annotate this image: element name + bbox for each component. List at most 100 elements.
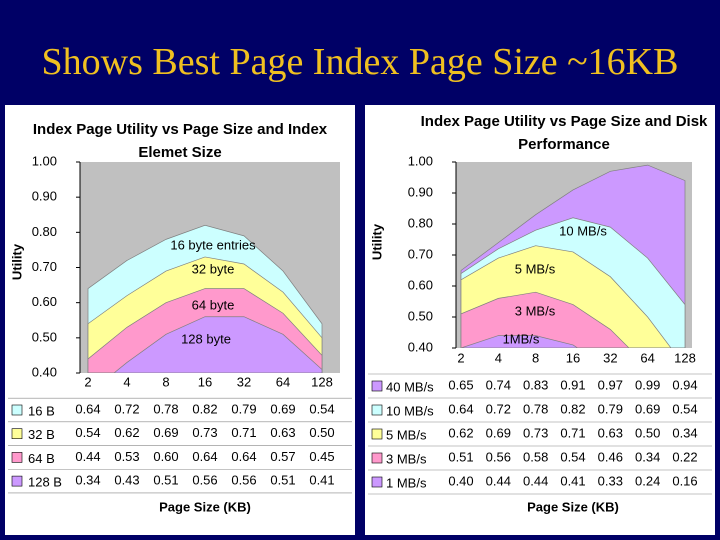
table-value: 0.65: [448, 377, 473, 392]
table-value: 0.57: [270, 449, 295, 464]
legend-key: [371, 476, 383, 488]
table-value: 0.54: [75, 425, 100, 440]
table-value: 0.44: [75, 449, 100, 464]
annotation: 128 byte: [181, 331, 231, 346]
x-tick-label: 16: [198, 374, 212, 389]
legend-key: [371, 380, 383, 392]
table-value: 0.56: [231, 473, 256, 488]
chart-title: Index Page Utility vs Page Size and Disk…: [420, 113, 708, 153]
table-value: 0.63: [598, 425, 623, 440]
area: [87, 316, 323, 373]
table-value: 0.60: [153, 449, 178, 464]
x-tick-label: 4: [123, 374, 130, 389]
table-value: 0.82: [192, 401, 217, 416]
table-value: 0.56: [192, 473, 217, 488]
table-value: 0.94: [672, 377, 697, 392]
table-value: 0.64: [75, 401, 100, 416]
table-value: 0.71: [560, 425, 585, 440]
table-value: 0.34: [75, 473, 100, 488]
annotation: 10 MB/s: [559, 223, 607, 238]
x-tick-label: 128: [311, 374, 333, 389]
annotation: 3 MB/s: [515, 303, 556, 318]
legend-key: [11, 475, 23, 487]
legend-label: 16 B: [28, 403, 55, 418]
legend-key: [371, 404, 383, 416]
x-tick-label: 32: [603, 350, 617, 365]
table-value: 0.51: [270, 473, 295, 488]
x-tick-label: 16: [566, 350, 580, 365]
y-tick-label: 0.90: [32, 189, 57, 204]
table-value: 0.41: [560, 473, 585, 488]
table-value: 0.44: [523, 473, 548, 488]
y-axis-label: Utility: [9, 243, 24, 280]
legend-label: 10 MB/s: [386, 403, 434, 418]
table-value: 0.22: [672, 449, 697, 464]
table-value: 0.51: [153, 473, 178, 488]
table-value: 0.91: [560, 377, 585, 392]
legend-key: [11, 428, 23, 440]
x-tick-label: 4: [495, 350, 502, 365]
x-axis-label: Page Size (KB): [159, 499, 251, 514]
y-tick-label: 1.00: [32, 153, 57, 168]
table-value: 0.72: [114, 401, 139, 416]
table-value: 0.69: [153, 425, 178, 440]
table-value: 0.78: [153, 401, 178, 416]
x-tick-label: 64: [640, 350, 654, 365]
legend-label: 40 MB/s: [386, 379, 434, 394]
table-value: 0.62: [448, 425, 473, 440]
table-value: 0.79: [598, 401, 623, 416]
table-value: 0.62: [114, 425, 139, 440]
x-axis-label: Page Size (KB): [527, 499, 619, 514]
table-value: 0.46: [598, 449, 623, 464]
plot-series: [460, 164, 686, 348]
annotation: 5 MB/s: [515, 261, 556, 276]
table-value: 0.69: [635, 401, 660, 416]
x-tick-label: 64: [276, 374, 290, 389]
y-tick-label: 0.50: [32, 329, 57, 344]
legend-label: 3 MB/s: [386, 451, 427, 466]
legend-label: 1 MB/s: [386, 475, 427, 490]
table-value: 0.79: [231, 401, 256, 416]
legend-label: 32 B: [28, 427, 55, 442]
table-value: 0.50: [635, 425, 660, 440]
table-value: 0.83: [523, 377, 548, 392]
table-value: 0.43: [114, 473, 139, 488]
x-tick-label: 8: [532, 350, 539, 365]
chart-title: Index Page Utility vs Page Size and Inde…: [32, 121, 328, 161]
table-value: 0.16: [672, 473, 697, 488]
legend-key: [371, 428, 383, 440]
annotation: 64 byte: [192, 297, 235, 312]
annotation: 16 byte entries: [170, 237, 256, 252]
table-value: 0.73: [523, 425, 548, 440]
table-value: 0.44: [486, 473, 511, 488]
y-axis-label: Utility: [369, 223, 384, 260]
table-value: 0.58: [523, 449, 548, 464]
x-tick-label: 2: [457, 350, 464, 365]
legend-label: 64 B: [28, 451, 55, 466]
table-value: 0.34: [672, 425, 697, 440]
table-value: 0.54: [560, 449, 585, 464]
x-tick-label: 8: [162, 374, 169, 389]
table-value: 0.40: [448, 473, 473, 488]
area: [460, 291, 686, 348]
plot-series: [87, 224, 323, 373]
table-value: 0.24: [635, 473, 660, 488]
legend-label: 128 B: [28, 475, 62, 490]
x-tick-label: 2: [84, 374, 91, 389]
annotation: 32 byte: [192, 261, 235, 276]
y-tick-label: 0.40: [408, 339, 433, 354]
table-value: 0.69: [270, 401, 295, 416]
y-tick-label: 0.50: [408, 308, 433, 323]
legend-key: [11, 452, 23, 463]
y-tick-label: 0.60: [408, 277, 433, 292]
table-value: 0.54: [309, 401, 334, 416]
table-value: 0.51: [448, 449, 473, 464]
x-tick-label: 32: [237, 374, 251, 389]
table-value: 0.72: [486, 401, 511, 416]
y-tick-label: 1.00: [408, 153, 433, 168]
table-value: 0.73: [192, 425, 217, 440]
table-value: 0.82: [560, 401, 585, 416]
table-value: 0.54: [672, 401, 697, 416]
